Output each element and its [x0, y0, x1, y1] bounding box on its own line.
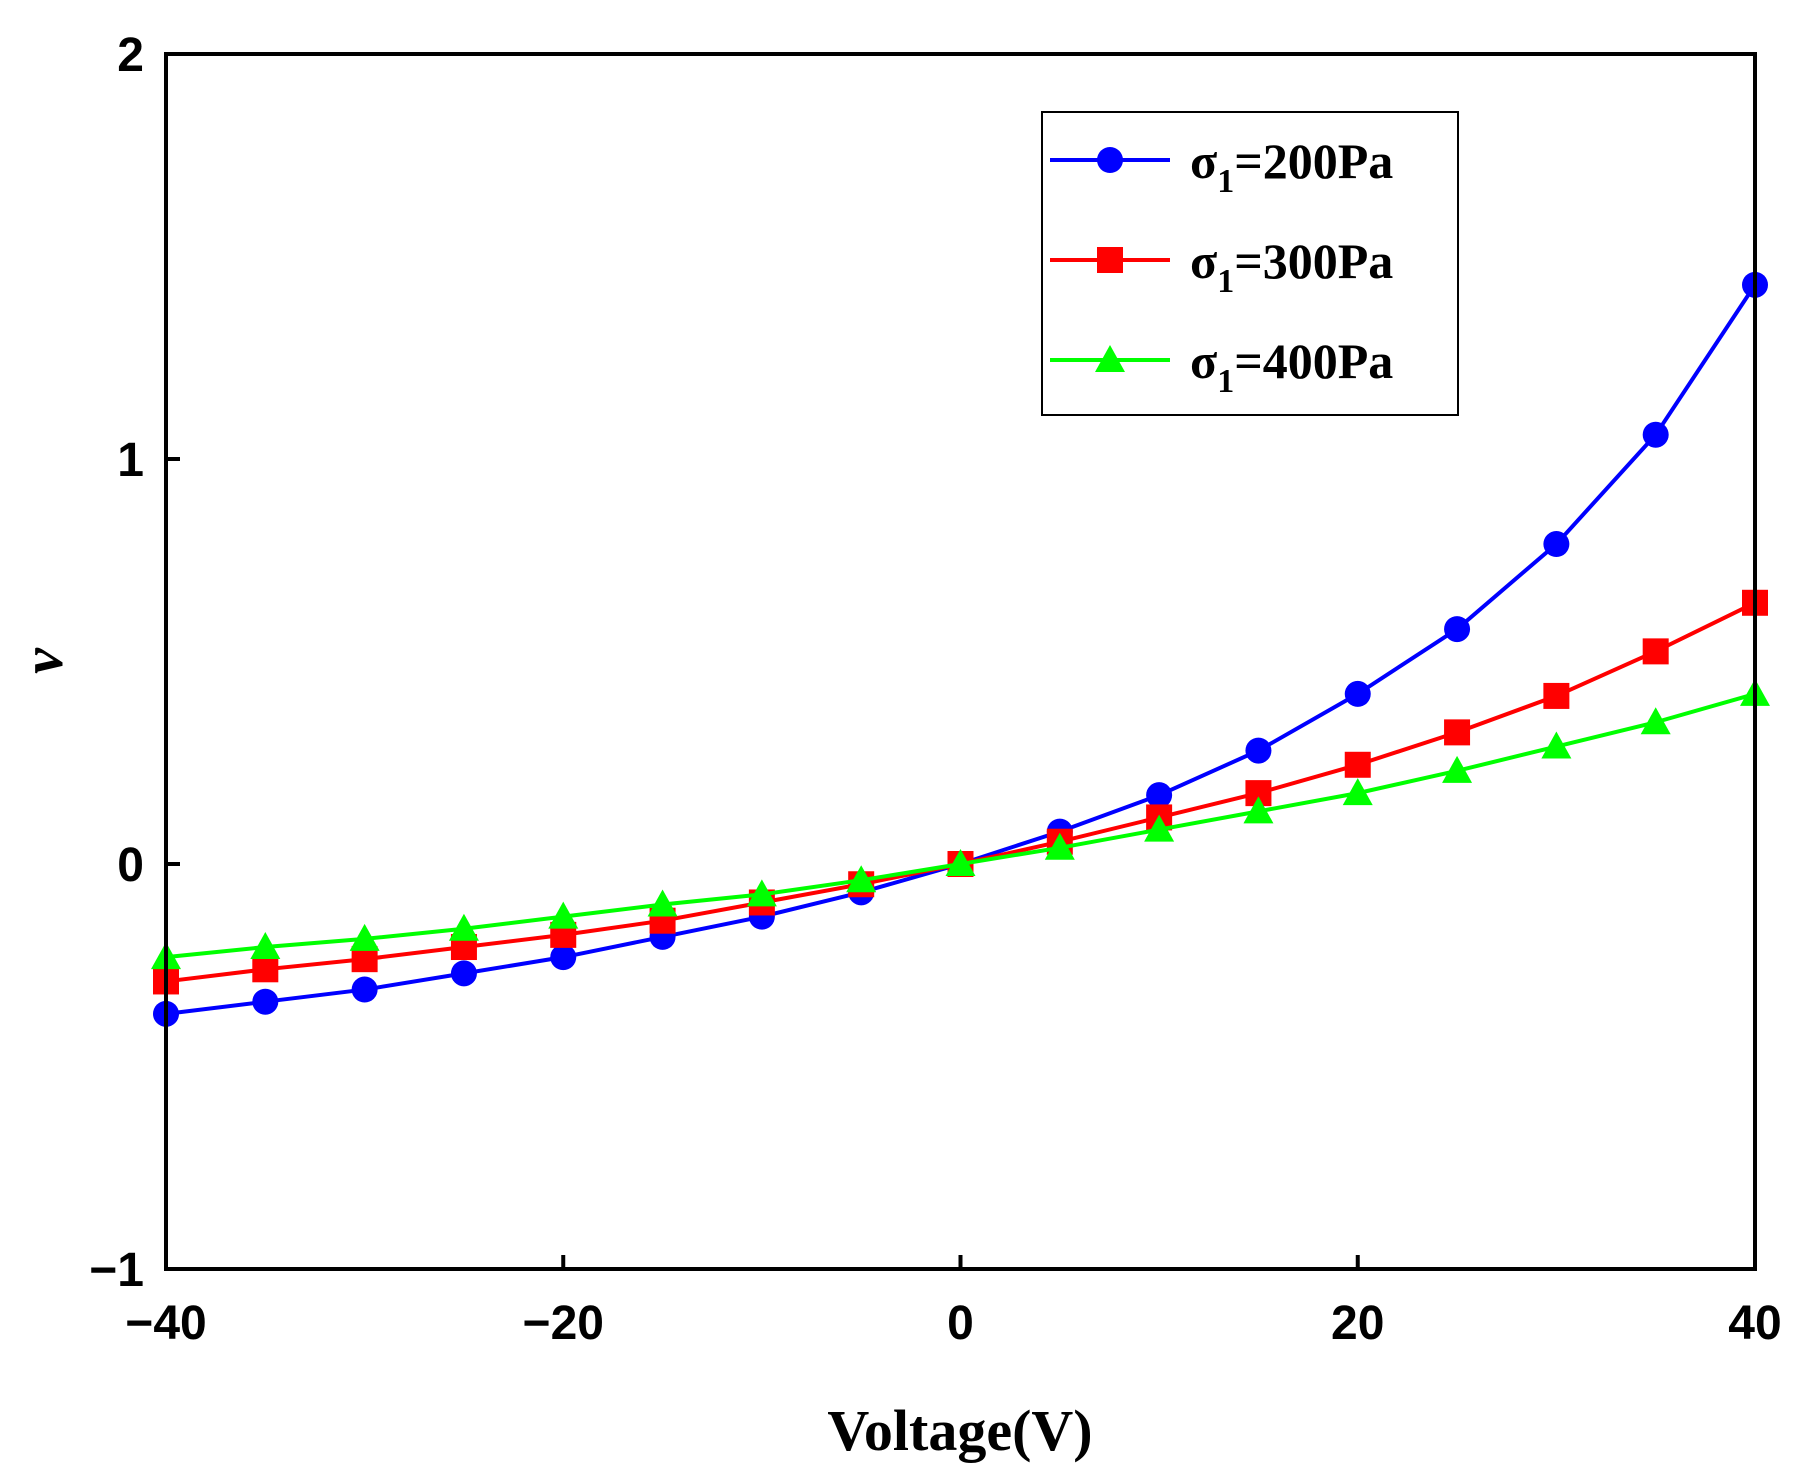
data-point — [252, 956, 279, 983]
data-point — [1245, 737, 1272, 764]
x-tick-label: −40 — [125, 1297, 206, 1350]
series-line — [165, 283, 1757, 1016]
legend-value: =200Pa — [1234, 133, 1393, 189]
data-point — [1146, 782, 1173, 809]
legend-marker — [1095, 345, 1125, 372]
data-point — [550, 944, 577, 971]
legend-item: σ1=200Pa — [1050, 133, 1393, 200]
legend-marker — [1097, 147, 1123, 173]
plot-area — [151, 52, 1770, 1271]
data-point — [1344, 680, 1371, 707]
x-tick-label: −20 — [523, 1297, 604, 1350]
data-point — [349, 923, 380, 951]
legend-subscript: 1 — [1217, 163, 1234, 200]
data-point — [1344, 751, 1371, 778]
data-point — [450, 960, 477, 987]
data-point — [1243, 796, 1274, 824]
y-tick-label: 0 — [117, 839, 144, 892]
legend-subscript: 1 — [1217, 363, 1234, 400]
data-point — [1444, 719, 1471, 746]
data-point — [1444, 616, 1471, 643]
series-line — [165, 691, 1756, 960]
legend-label: σ1=200Pa — [1190, 133, 1393, 200]
legend-value: =300Pa — [1234, 233, 1393, 289]
data-point — [746, 879, 777, 907]
data-point — [1044, 832, 1075, 860]
legend-sigma: σ — [1190, 133, 1217, 189]
series-3 — [151, 678, 1770, 970]
data-point — [945, 849, 976, 876]
data-point — [1543, 531, 1570, 558]
x-axis-ticks: −40 −20 0 20 40 — [125, 1255, 1782, 1350]
data-point — [1342, 778, 1373, 806]
data-point — [250, 932, 281, 960]
legend-label: σ1=300Pa — [1190, 233, 1393, 300]
data-point — [351, 976, 378, 1003]
series-line — [165, 600, 1756, 984]
plot-frame — [164, 52, 1757, 1271]
y-tick-label: 2 — [117, 29, 144, 82]
x-tick-label: 40 — [1728, 1297, 1781, 1350]
y-tick-label: −1 — [89, 1244, 144, 1297]
y-tick-label: 1 — [117, 434, 144, 487]
legend-sigma: σ — [1190, 333, 1217, 389]
legend-value: =400Pa — [1234, 333, 1393, 389]
series-2 — [153, 589, 1768, 995]
legend-marker — [1097, 247, 1123, 273]
data-point — [1541, 731, 1572, 759]
y-axis-title: v — [10, 647, 75, 674]
x-axis-title: Voltage(V) — [827, 1398, 1092, 1463]
y-axis-ticks: −1 0 1 2 — [89, 29, 180, 1297]
data-point — [1642, 421, 1669, 448]
x-tick-label: 20 — [1331, 1297, 1384, 1350]
data-point — [1543, 682, 1570, 709]
data-point — [647, 889, 678, 917]
data-point — [1144, 814, 1175, 842]
legend-label: σ1=400Pa — [1190, 333, 1393, 400]
data-point — [1442, 755, 1473, 783]
data-point — [846, 865, 877, 893]
legend-subscript: 1 — [1217, 263, 1234, 300]
data-point — [252, 988, 279, 1015]
legend-item: σ1=300Pa — [1050, 233, 1393, 300]
series-layer — [151, 271, 1770, 1027]
legend-item: σ1=400Pa — [1050, 333, 1393, 400]
data-point — [548, 901, 579, 929]
data-point — [1640, 707, 1671, 735]
data-point — [448, 913, 479, 941]
data-point — [1642, 638, 1669, 665]
series-1 — [153, 271, 1768, 1027]
legend-sigma: σ — [1190, 233, 1217, 289]
x-tick-label: 0 — [947, 1297, 974, 1350]
